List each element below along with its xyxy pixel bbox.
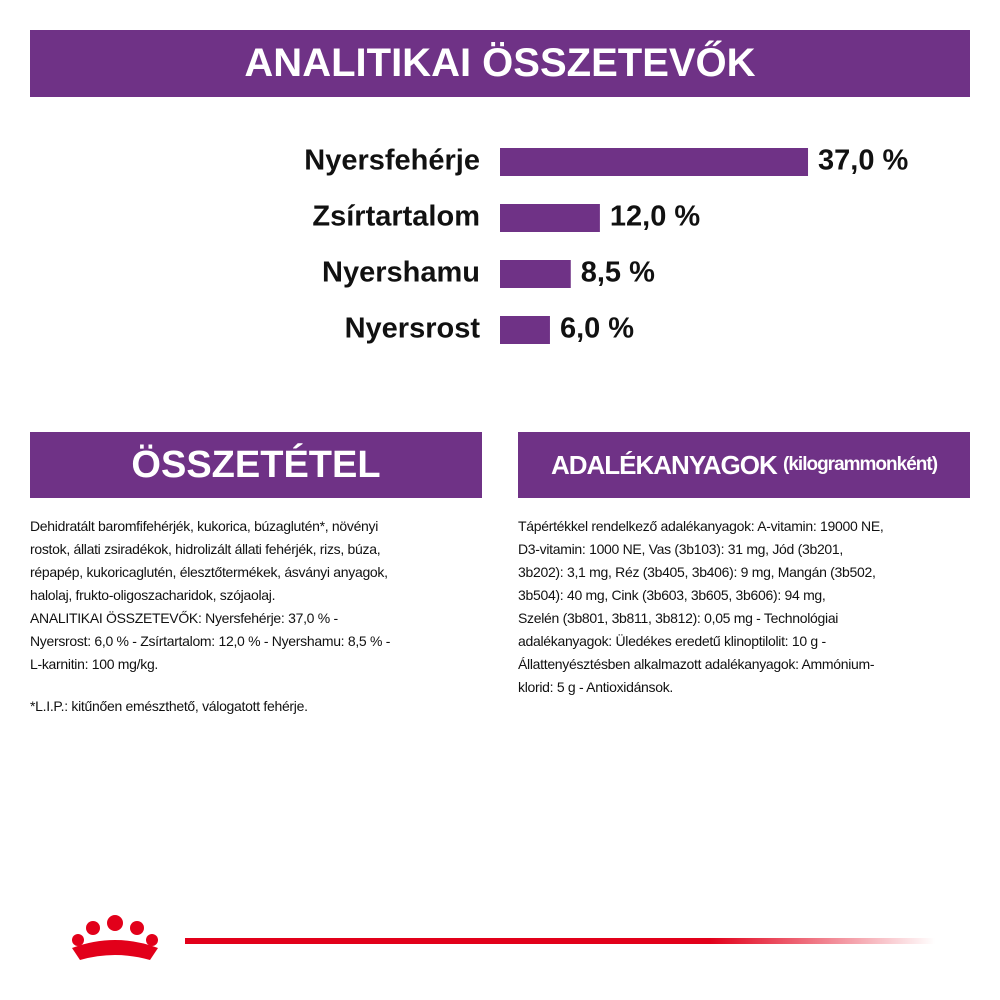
- text-line: 3b504): 40 mg, Cink (3b603, 3b605, 3b606…: [518, 587, 826, 603]
- category-label: Nyersfehérje: [304, 145, 480, 177]
- text-line: 3b202): 3,1 mg, Réz (3b405, 3b406): 9 mg…: [518, 564, 876, 580]
- value-label: 37,0 %: [818, 145, 908, 177]
- composition-title: ÖSSZETÉTEL: [131, 443, 381, 486]
- text-line: adalékanyagok: Üledékes eredetű klinopti…: [518, 633, 826, 649]
- additives-title: ADALÉKANYAGOK: [550, 449, 778, 480]
- composition-text: Dehidratált baromfifehérjék, kukorica, b…: [30, 515, 390, 676]
- chart: Nyersfehérje 37,0 % Zsírtartalom 12,0 % Nyer…: [304, 145, 908, 345]
- text-line: Dehidratált baromfifehérjék, kukorica, b…: [30, 518, 379, 534]
- header-title: ANALITIKAI ÖSSZETEVŐK: [244, 41, 756, 85]
- text-line: Szelén (3b801, 3b811, 3b812): 0,05 mg - …: [518, 610, 839, 626]
- additives-title-note: (kilogrammonként): [783, 454, 938, 475]
- footnote: *L.I.P.: kitűnően emészthető, válogatott…: [30, 698, 308, 714]
- text-line: Nyersrost: 6,0 % - Zsírtartalom: 12,0 % …: [30, 633, 391, 649]
- value-label: 8,5 %: [581, 257, 655, 289]
- bar: [500, 316, 550, 344]
- footer: [72, 915, 935, 960]
- text-line: klorid: 5 g - Antioxidánsok.: [518, 679, 674, 695]
- value-label: 6,0 %: [560, 313, 634, 345]
- additives-text: Tápértékkel rendelkező adalékanyagok: A-…: [518, 515, 884, 699]
- value-label: 12,0 %: [610, 201, 700, 233]
- text-line: D3-vitamin: 1000 NE, Vas (3b103): 31 mg,…: [518, 541, 843, 557]
- bar: [500, 204, 600, 232]
- bar: [500, 148, 809, 176]
- category-label: Nyershamu: [322, 257, 480, 289]
- text-line: répapép, kukoricaglutén, élesztőtermékek…: [30, 564, 388, 580]
- bar: [500, 260, 571, 288]
- composition-band: ÖSSZETÉTEL: [30, 432, 482, 498]
- header-band: ANALITIKAI ÖSSZETEVŐK: [30, 30, 970, 97]
- text-line: ANALITIKAI ÖSSZETEVŐK: Nyersfehérje: 37,…: [30, 610, 338, 626]
- text-line: L-karnitin: 100 mg/kg.: [30, 656, 159, 672]
- text-line: Tápértékkel rendelkező adalékanyagok: A-…: [518, 518, 884, 534]
- category-label: Nyersrost: [345, 313, 481, 345]
- text-line: rostok, állati zsiradékok, hidrolizált á…: [30, 541, 381, 557]
- text-line: Állattenyésztésben alkalmazott adalékany…: [518, 656, 875, 672]
- additives-band: ADALÉKANYAGOK (kilogrammonként): [518, 432, 970, 498]
- footer-line: [185, 938, 935, 944]
- category-label: Zsírtartalom: [312, 201, 480, 233]
- logo: [72, 915, 158, 960]
- text-line: halolaj, frukto-oligoszacharidok, szójao…: [30, 587, 276, 603]
